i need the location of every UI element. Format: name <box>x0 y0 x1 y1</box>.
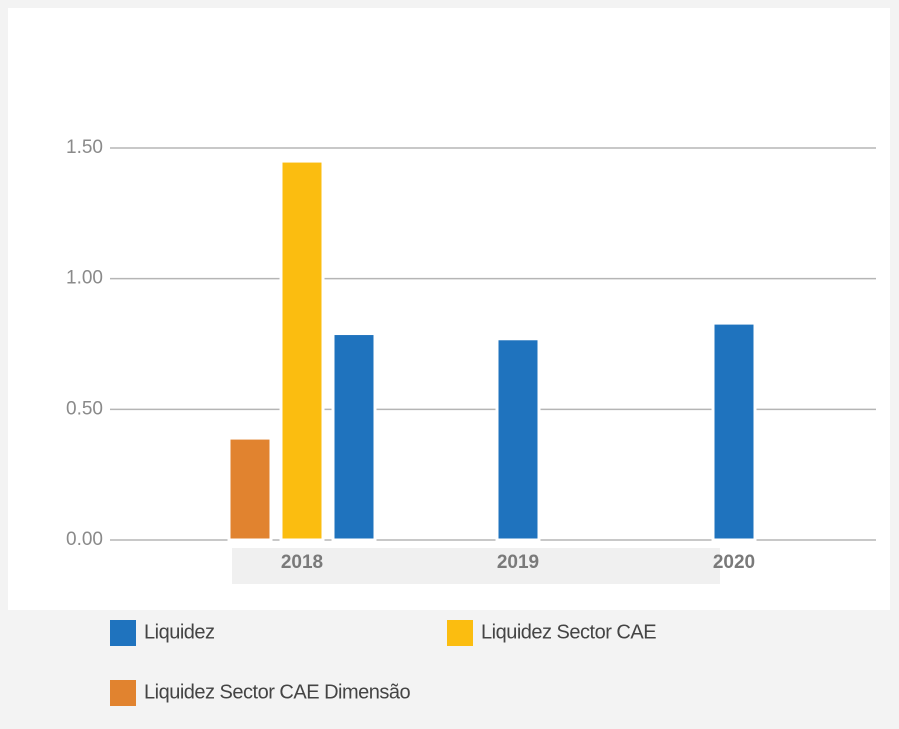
legend-swatch <box>447 620 473 646</box>
legend-label: Liquidez <box>144 621 215 643</box>
bar <box>711 321 757 542</box>
legend-label: Liquidez Sector CAE <box>481 621 656 643</box>
legend-label: Liquidez Sector CAE Dimensão <box>144 681 411 703</box>
bar <box>279 159 325 542</box>
bar <box>495 337 541 542</box>
y-tick-label: 1.50 <box>66 137 103 158</box>
x-tick-label: 2019 <box>497 552 539 573</box>
plot-panel <box>8 8 890 610</box>
x-tick-label: 2020 <box>713 552 755 573</box>
legend-swatch <box>110 680 136 706</box>
y-tick-label: 0.00 <box>66 529 103 550</box>
legend-swatch <box>110 620 136 646</box>
x-tick-label: 2018 <box>281 552 323 573</box>
bar <box>331 332 377 542</box>
category-band <box>232 548 720 584</box>
bar <box>227 436 273 542</box>
y-tick-label: 1.00 <box>66 268 103 289</box>
y-tick-label: 0.50 <box>66 398 103 419</box>
